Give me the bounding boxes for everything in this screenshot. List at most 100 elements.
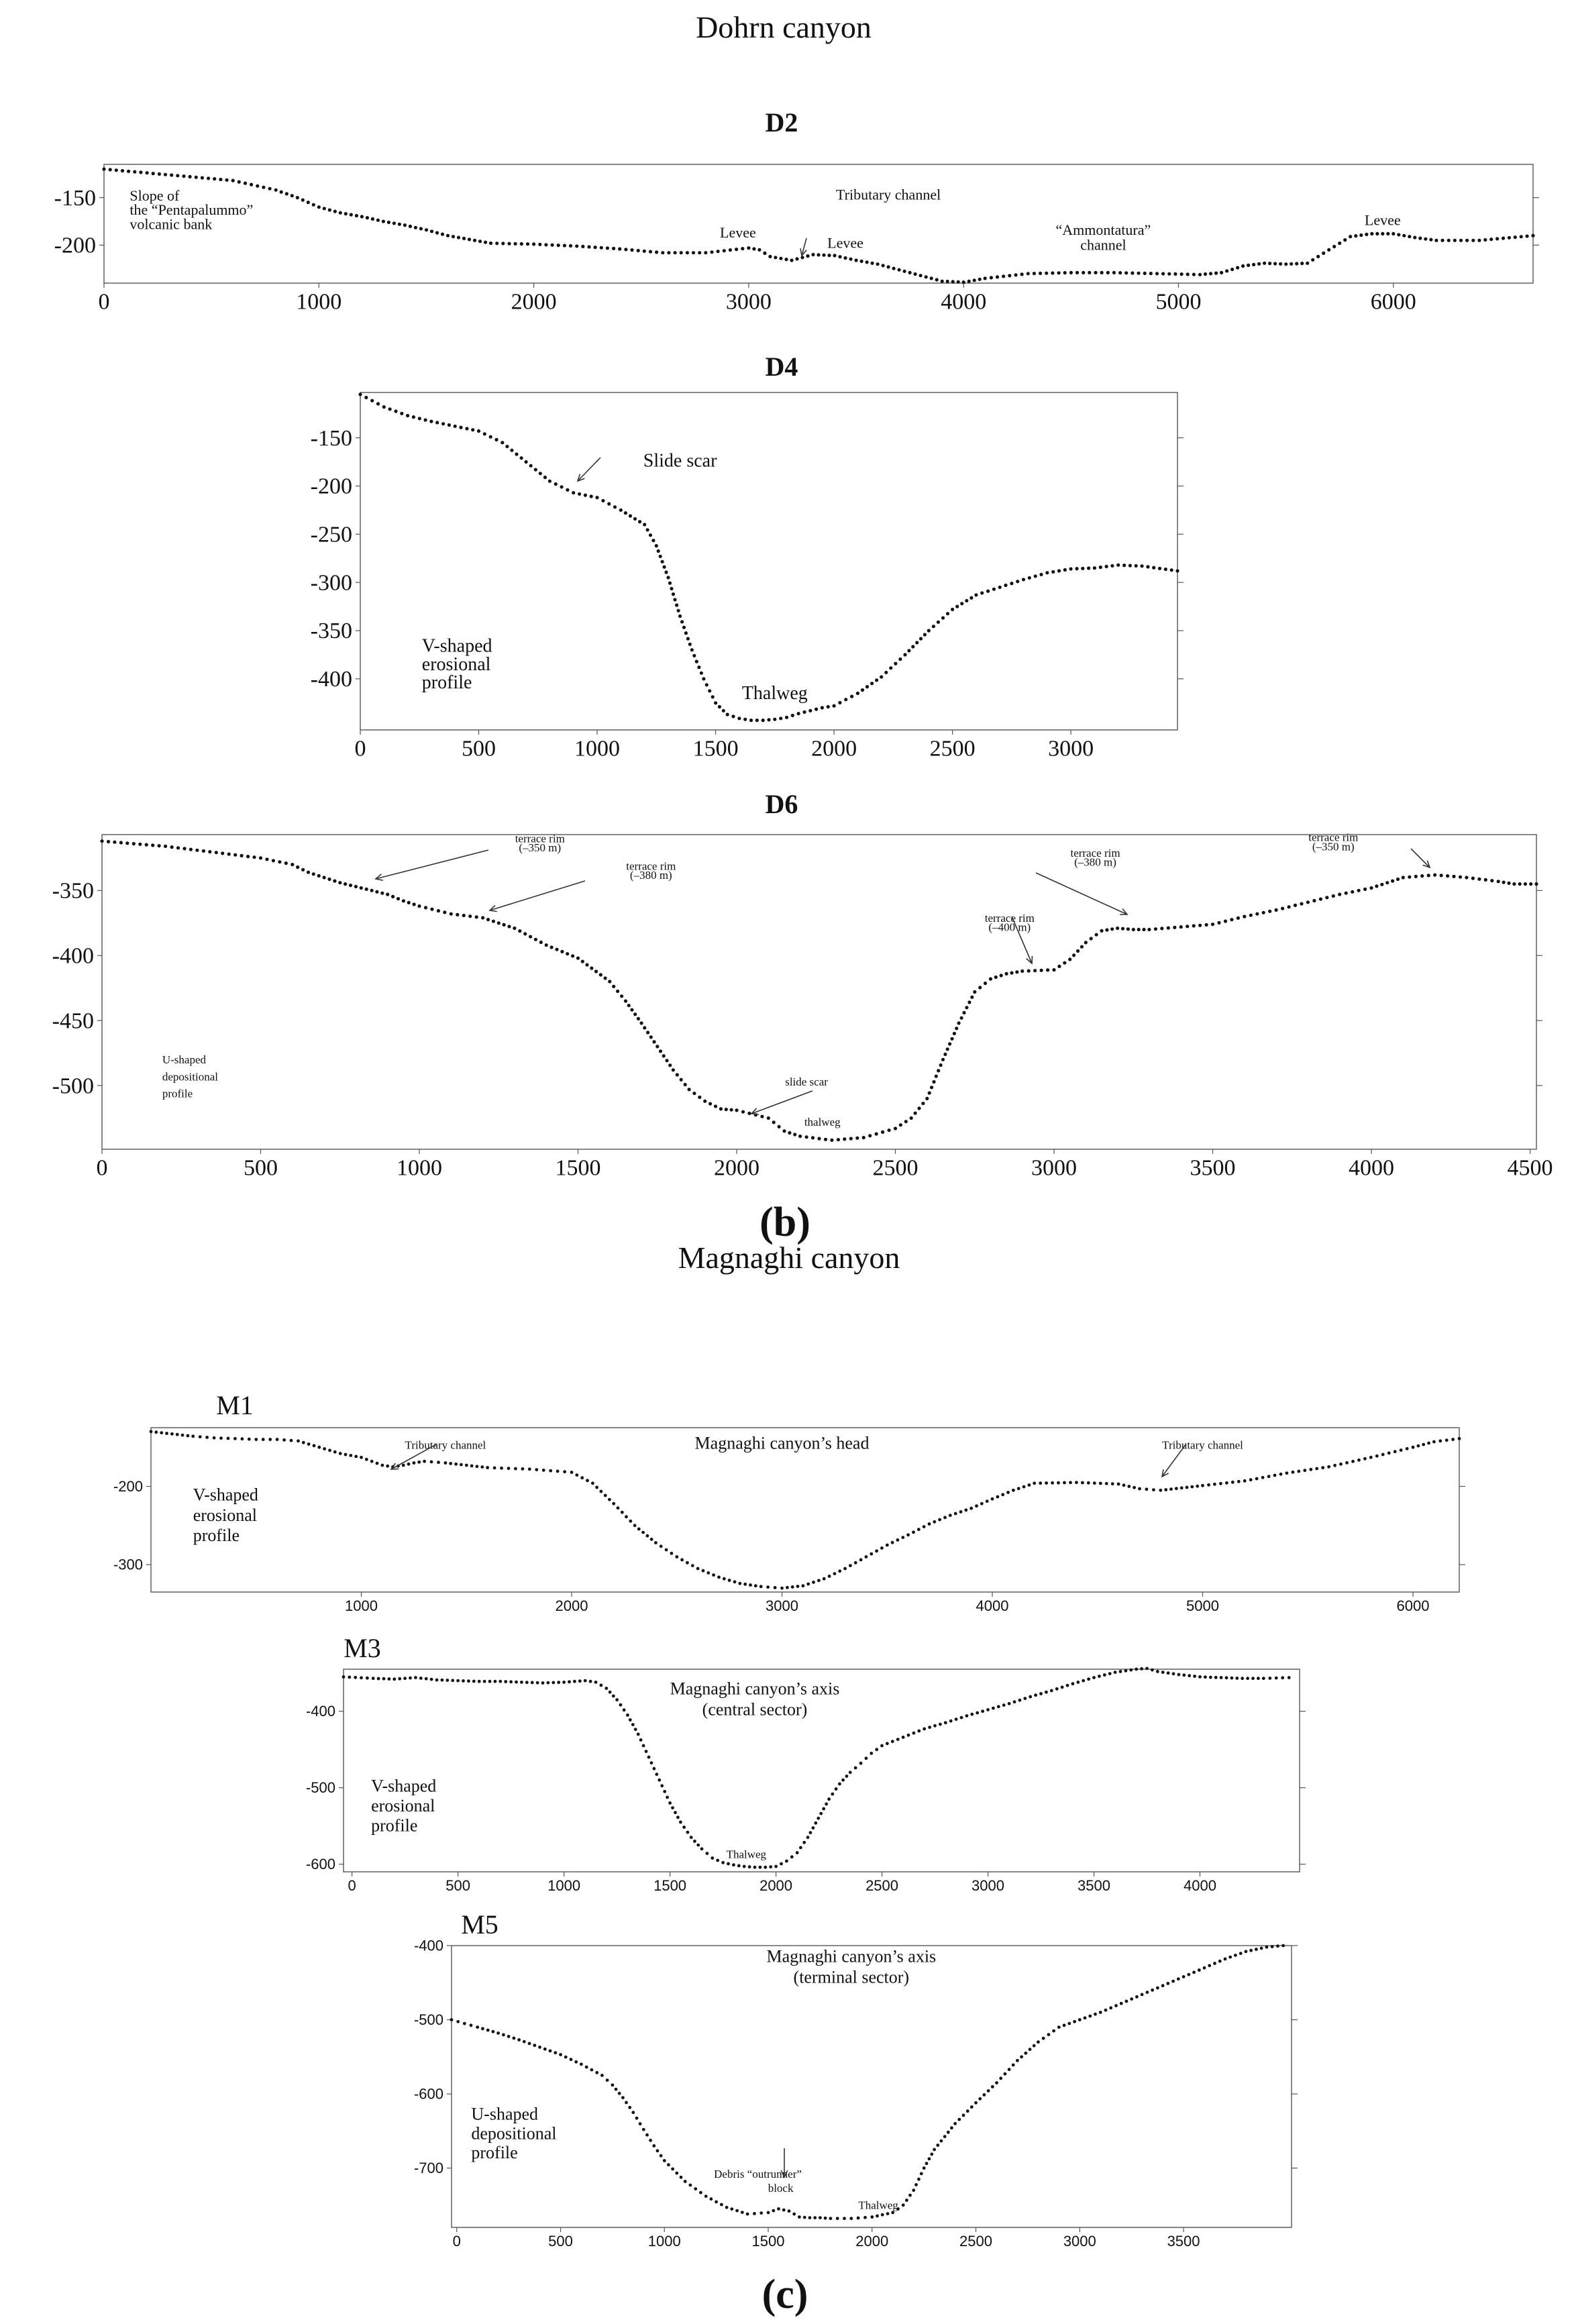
m1-profile-dot <box>1196 1484 1200 1488</box>
d4-profile-dot <box>986 589 990 593</box>
d2-profile-dot <box>624 248 628 252</box>
d6-profile-dot <box>1518 882 1522 886</box>
m1-profile-dot <box>603 1493 607 1497</box>
d6-profile-dot <box>603 976 607 980</box>
d4-profile-dot <box>1075 567 1079 571</box>
d6-annotation-thalweg: thalweg <box>804 1116 841 1128</box>
d2-profile-dot <box>568 244 573 248</box>
m5-profile-dot <box>953 2121 957 2125</box>
d4-annotation-erosional: erosional <box>422 654 491 675</box>
d6-profile-dot <box>1046 968 1050 972</box>
m1-annotation-erosional: erosional <box>193 1506 257 1525</box>
m5-profile-dot <box>600 2074 604 2077</box>
m5-annotation-debris-outrunner: Debris “outrunner” <box>714 2168 802 2180</box>
m1-profile-dot <box>880 1546 884 1550</box>
annotation-arrow <box>390 1444 437 1470</box>
m3-profile-dot <box>1230 1676 1234 1680</box>
d6-x-tick-label: 500 <box>244 1156 278 1181</box>
m1-profile-dot <box>507 1467 511 1471</box>
annotation-arrow <box>1035 872 1128 915</box>
d2-profile-dot <box>327 208 331 212</box>
m1-profile-dot <box>338 1452 342 1455</box>
d6-profile-dot <box>1261 910 1265 914</box>
m3-profile-dot <box>819 1811 823 1815</box>
d4-profile-dot <box>1057 569 1061 573</box>
m1-profile-dot <box>896 1538 900 1542</box>
d4-profile-dot <box>429 419 433 423</box>
m5-profile-dot <box>512 2036 516 2040</box>
d2-profile-dot <box>333 209 337 213</box>
m3-profile-dot <box>896 1738 900 1742</box>
m5-profile-dot <box>917 2177 921 2181</box>
m3-profile-dot <box>814 1821 818 1825</box>
m5-x-tick-label: 1500 <box>752 2233 785 2250</box>
m3-profile-dot <box>928 1726 931 1730</box>
d6-profile-dot <box>138 842 142 846</box>
m5-profile-dot <box>1073 2019 1076 2023</box>
annotation-arrows <box>374 237 1431 2178</box>
m5-profile-dot <box>1124 1999 1129 2003</box>
d6-profile-dot <box>1351 890 1355 894</box>
annotation-arrow <box>1161 1443 1187 1477</box>
m1-profile-dot <box>743 1582 747 1586</box>
d4-profile-dot <box>668 581 672 585</box>
d4-profile-dot <box>855 691 859 695</box>
d6-profile-dot <box>978 986 982 990</box>
d6-profile-dot <box>930 1086 934 1090</box>
d6-profile-dot <box>913 1111 917 1115</box>
d6-profile-dot <box>917 1106 921 1110</box>
m3-profile-dot <box>1023 1697 1027 1701</box>
m1-profile-dot <box>417 1460 421 1464</box>
d4-profile-dot <box>664 570 668 574</box>
m3-profile-dot <box>1124 1669 1128 1673</box>
m1-profile-dot <box>521 1467 525 1471</box>
d2-profile-dot <box>344 212 348 216</box>
m1-profile-dot <box>927 1522 931 1526</box>
m3-profile-dot <box>679 1820 682 1824</box>
d2-profile-dot <box>1002 274 1006 278</box>
m1-profile-dot <box>722 1577 726 1581</box>
m1-profile-dot <box>1321 1466 1325 1470</box>
d2-profile-dot <box>370 217 375 221</box>
m5-profile-dot <box>709 2197 713 2201</box>
d6-profile-dot <box>265 857 269 861</box>
d2-profile-dot <box>1112 270 1116 274</box>
m1-profile-dot <box>514 1467 517 1471</box>
d2-profile-dot <box>120 168 125 173</box>
d2-profile-dot <box>790 258 794 262</box>
m5-profile-dot <box>919 2172 923 2176</box>
d6-profile-dot <box>1075 949 1080 953</box>
d6-y-tick-label: -400 <box>52 943 94 968</box>
d6-profile-dot <box>679 1077 683 1081</box>
m3-profile-dot <box>1261 1677 1265 1681</box>
d6-profile-dot <box>1446 874 1450 878</box>
d2-profile-dot <box>1459 238 1463 242</box>
d4-profile-dot <box>1146 565 1150 569</box>
d2-profile-dot <box>495 242 499 246</box>
m3-profile-dot <box>599 1683 603 1687</box>
m3-profile-dot <box>1071 1682 1075 1686</box>
m1-y-tick-label: -300 <box>113 1556 143 1573</box>
d2-profile-dot <box>538 242 542 246</box>
m5-profile-dot <box>939 2139 943 2143</box>
m1-profile-dot <box>586 1479 589 1483</box>
d4-profile-dot <box>919 637 923 641</box>
m5-profile-dot <box>683 2180 687 2183</box>
m1-profile-dot <box>154 1430 158 1434</box>
d4-x-tick-label: 1500 <box>693 737 739 761</box>
d2-profile-dot <box>1327 248 1331 252</box>
d2-profile-dot <box>1236 266 1240 270</box>
d6-profile-dot <box>1192 924 1196 928</box>
m3-profile-dot <box>649 1761 653 1765</box>
d2-profile-dot <box>290 194 294 198</box>
d6-profile-dot <box>233 853 238 857</box>
d2-profile-dot <box>774 256 778 260</box>
d4-profile-dot <box>471 428 475 432</box>
m1-profile-dot <box>401 1463 405 1467</box>
m3-profile-dot <box>976 1711 980 1715</box>
m3-profile-dot <box>626 1713 629 1717</box>
m5-profile-dot <box>1135 1995 1139 1999</box>
m3-profile-dot <box>348 1675 352 1679</box>
m3-profile-dot <box>711 1856 715 1860</box>
d6-profile-dot <box>132 842 136 846</box>
